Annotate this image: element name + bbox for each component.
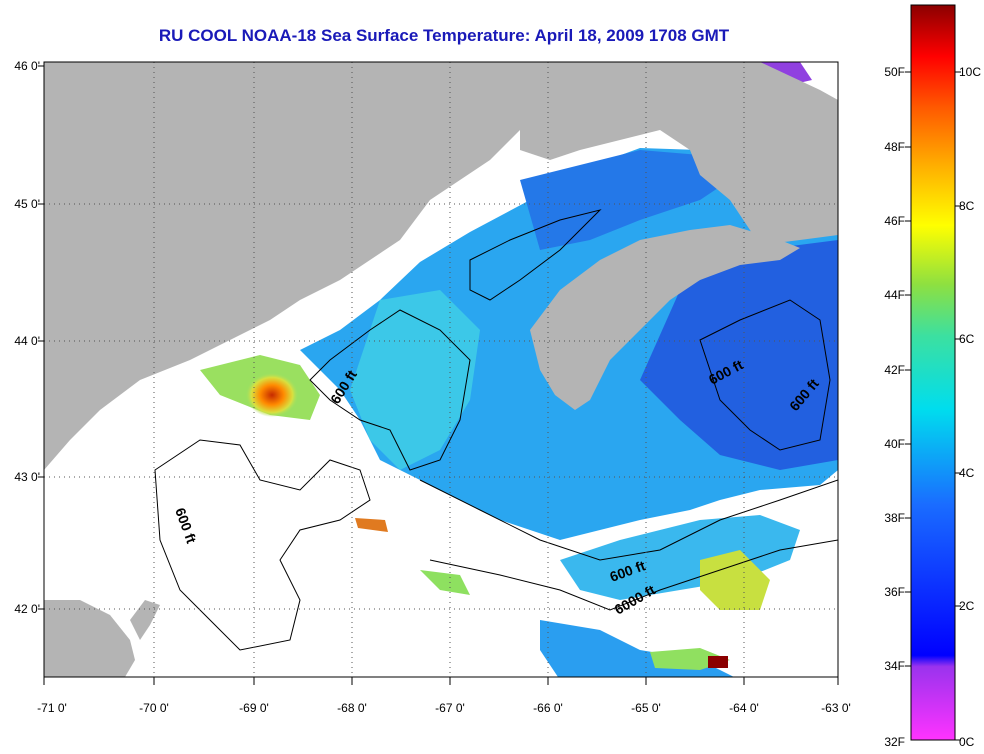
- sst-warm-spot: [246, 373, 298, 417]
- y-tick-label: 44 0': [14, 334, 40, 348]
- colorbar-f-label: 32F: [884, 735, 905, 749]
- colorbar-f-label: 34F: [884, 659, 905, 673]
- x-tick-label: -65 0': [631, 701, 661, 715]
- land-nova-scotia: [530, 225, 800, 410]
- colorbar-f-label: 50F: [884, 65, 905, 79]
- colorbar-f-label: 40F: [884, 437, 905, 451]
- contour-bay: [469, 209, 602, 301]
- plot-frame: [43, 61, 839, 678]
- y-tick-label: 43 0': [14, 470, 40, 484]
- x-tick-label: -64 0': [729, 701, 759, 715]
- y-tick-label: 45 0': [14, 197, 40, 211]
- colorbar-c-label: 8C: [959, 199, 975, 213]
- sst-field-deep-blue-bay: [520, 150, 730, 250]
- sst-field-fragment-a: [420, 570, 470, 595]
- axis-ticks: [38, 65, 839, 685]
- colorbar-f-label: 44F: [884, 288, 905, 302]
- colorbar-c-label: 2C: [959, 599, 975, 613]
- contour-600ft-west: [154, 439, 371, 651]
- colorbar-celsius-labels: 10C 8C 6C 4C 2C 0C: [959, 65, 981, 749]
- contour-600ft-center: [309, 309, 471, 471]
- land-maine: [44, 62, 520, 470]
- colorbar-gradient: [910, 4, 956, 741]
- x-tick-label: -71 0': [37, 701, 67, 715]
- colorbar: 50F 48F 46F 44F 42F 40F 38F 36F 34F 32F …: [884, 4, 981, 749]
- colorbar-f-label: 46F: [884, 214, 905, 228]
- x-tick-label: -66 0': [533, 701, 563, 715]
- x-tick-label: -69 0': [239, 701, 269, 715]
- colorbar-f-label: 48F: [884, 140, 905, 154]
- x-tick-label: -63 0': [821, 701, 851, 715]
- colorbar-f-label: 38F: [884, 511, 905, 525]
- y-axis-labels: 46 0' 45 0' 44 0' 43 0' 42 0': [14, 59, 40, 616]
- x-axis-labels: -71 0' -70 0' -69 0' -68 0' -67 0' -66 0…: [37, 701, 851, 715]
- land-cape-cod: [44, 600, 135, 677]
- colorbar-f-label: 42F: [884, 363, 905, 377]
- contour-600ft-east: [699, 299, 831, 451]
- colorbar-fahrenheit-labels: 50F 48F 46F 44F 42F 40F 38F 36F 34F 32F: [884, 65, 905, 749]
- colorbar-c-label: 6C: [959, 332, 975, 346]
- x-tick-label: -68 0': [337, 701, 367, 715]
- bathymetry-contours: [154, 209, 838, 651]
- contour-6000ft: [429, 539, 838, 611]
- land-cape-cod-hook: [130, 600, 160, 640]
- x-tick-label: -70 0': [139, 701, 169, 715]
- sst-field-deep-blue-east: [640, 240, 838, 470]
- colorbar-c-label: 4C: [959, 466, 975, 480]
- sst-field-fragment-b: [355, 518, 388, 532]
- colorbar-ticks: [905, 71, 961, 741]
- sst-field-light-west: [350, 290, 480, 470]
- sst-field-bottom-hot: [708, 656, 728, 668]
- x-tick-label: -67 0': [435, 701, 465, 715]
- land-new-brunswick: [520, 62, 838, 245]
- contour-600ft-shelf: [419, 479, 838, 561]
- colorbar-f-label: 36F: [884, 585, 905, 599]
- map-title: RU COOL NOAA-18 Sea Surface Temperature:…: [158, 26, 730, 45]
- colorbar-c-label: 10C: [959, 65, 981, 79]
- y-tick-label: 42 0': [14, 602, 40, 616]
- sst-field-southeast-warm: [700, 550, 770, 610]
- sst-field-fragment-c: [760, 62, 812, 85]
- colorbar-c-label: 0C: [959, 735, 975, 749]
- y-tick-label: 46 0': [14, 59, 40, 73]
